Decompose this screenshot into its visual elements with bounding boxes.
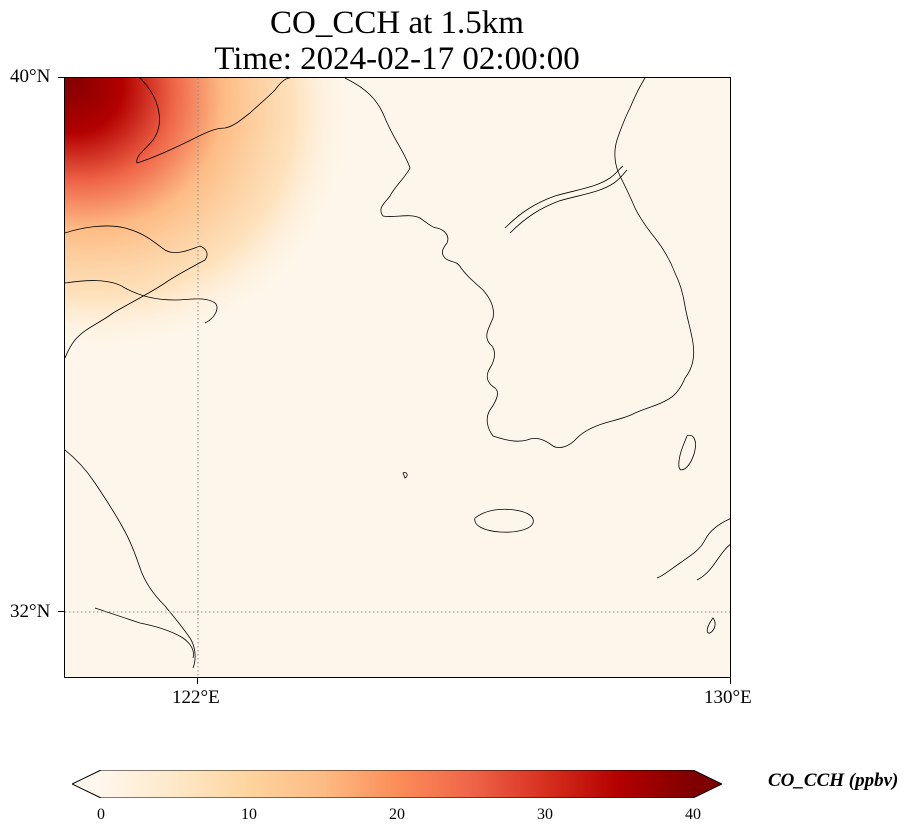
colorbar-tick-label: 20 <box>389 806 405 823</box>
concentration-map <box>65 78 730 677</box>
colorbar-tick-label: 30 <box>537 806 553 823</box>
coastline-liaodong-east <box>344 78 438 229</box>
coastline-jiangsu <box>65 449 196 669</box>
island-east-small <box>706 617 716 634</box>
map-time-subtitle: Time: 2024-02-17 02:00:00 <box>214 41 580 77</box>
kyushu-coast-2 <box>696 544 730 581</box>
coastline-liaoning <box>136 78 291 164</box>
colorbar-title: CO_CCH (ppbv) <box>768 770 899 791</box>
gridlines <box>65 78 730 677</box>
colorbar-tick-label: 10 <box>241 806 257 823</box>
tsushima-island <box>678 434 696 471</box>
colorbar-extend-max <box>693 770 722 798</box>
lat-tick-label-40n: 40°N <box>10 66 51 87</box>
lon-tick-mark-130e <box>730 678 731 684</box>
colorbar <box>72 770 722 798</box>
coastlines <box>65 78 730 669</box>
coastline-korea-south <box>492 377 686 448</box>
lat-tick-mark-40n <box>58 77 64 78</box>
map-title: CO_CCH at 1.5km <box>270 5 524 41</box>
lat-tick-mark-32n <box>58 611 64 612</box>
coastline-korea-east <box>614 78 695 379</box>
colorbar-gradient <box>101 770 693 798</box>
coastline-korea-west <box>436 227 498 437</box>
north-korea-border-2 <box>509 169 628 234</box>
coastline-yangtze <box>94 607 194 659</box>
coastline-bohai-west <box>65 225 208 359</box>
lon-tick-label-130e: 130°E <box>704 687 752 708</box>
coastline-shandong <box>65 280 218 324</box>
colorbar-tick-label: 40 <box>685 806 701 823</box>
lat-tick-label-32n: 32°N <box>10 601 51 622</box>
lon-tick-mark-122e <box>197 678 198 684</box>
colorbar-extend-min <box>72 770 101 798</box>
kyushu-coast <box>656 518 730 579</box>
jeju-island <box>474 508 534 533</box>
island-sw-small <box>402 472 408 479</box>
north-korea-border <box>504 165 624 229</box>
map-plot-area <box>64 77 731 678</box>
colorbar-tick-label: 0 <box>97 806 105 823</box>
lon-tick-label-122e: 122°E <box>172 687 220 708</box>
